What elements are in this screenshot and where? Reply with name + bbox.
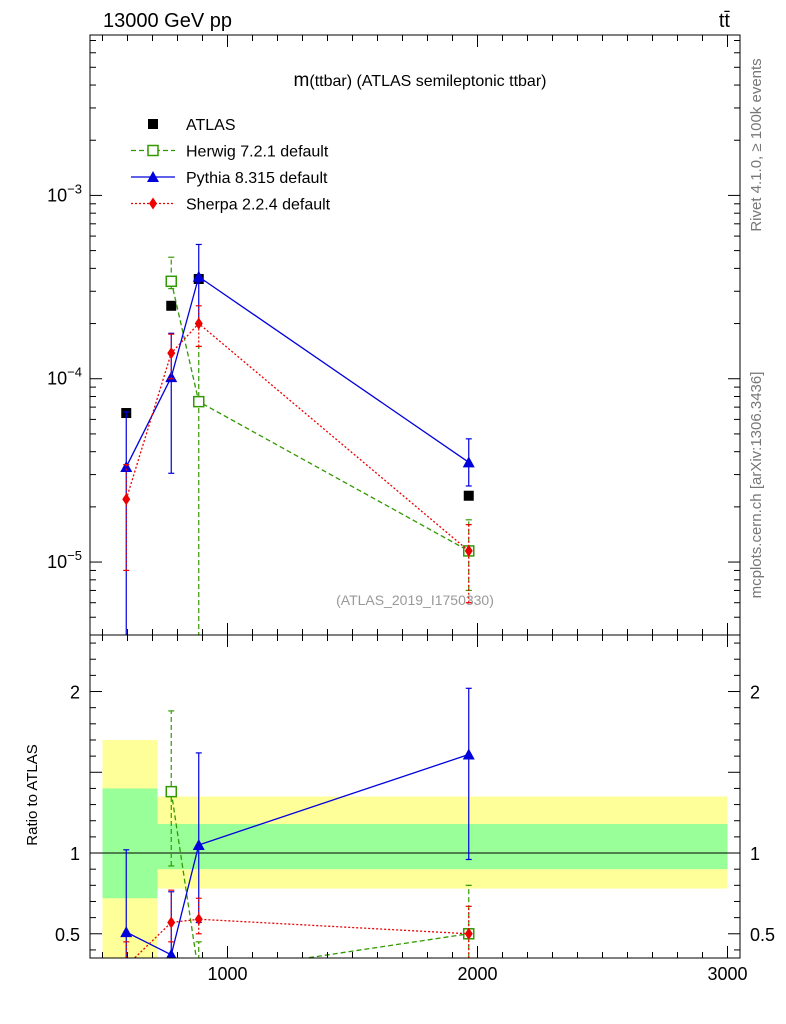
main-atlas-point <box>463 490 474 501</box>
main-herwig-line <box>170 281 470 552</box>
ratio-sherpa-point <box>167 916 176 929</box>
legend-marker <box>147 171 159 182</box>
source-label: mcplots.cern.ch [arXiv:1306.3436] <box>748 372 765 599</box>
main-y-tick-label: 10−3 <box>47 181 82 205</box>
main-series-atlas <box>121 273 474 501</box>
ratio-series-pythia <box>120 687 475 958</box>
header-collision: 13000 GeV pp <box>103 10 232 32</box>
main-series-body <box>165 256 475 635</box>
ratio-series-body <box>120 687 475 958</box>
main-series-sherpa <box>122 305 473 604</box>
main-panel-series <box>120 243 475 635</box>
ratio-sherpa-line <box>133 918 469 958</box>
main-pythia-line <box>125 275 470 468</box>
main-series-body <box>122 305 473 604</box>
legend-label: ATLAS <box>186 117 236 134</box>
ratio-pythia-point <box>462 748 475 760</box>
main-sherpa-point <box>167 347 176 360</box>
main-pythia-point <box>462 456 475 468</box>
main-pythia-point <box>120 460 133 472</box>
ratio-y-tick-label-right: 0.5 <box>750 925 775 945</box>
legend-entry: Pythia 8.315 default <box>131 170 328 187</box>
rivet-version-label: Rivet 4.1.0, ≥ 100k events <box>748 58 765 231</box>
ratio-panel-series <box>120 687 475 979</box>
main-atlas-point <box>166 300 177 311</box>
ratio-pythia-line <box>125 753 469 956</box>
legend-label: Pythia 8.315 default <box>186 170 328 187</box>
band-green <box>157 823 728 870</box>
main-herwig-point <box>165 275 177 288</box>
legend-marker <box>147 144 159 157</box>
ratio-y-tick-label: 0.5 <box>55 925 80 945</box>
main-sherpa-point <box>122 493 131 506</box>
ratio-y-tick-label-right: 2 <box>750 683 760 703</box>
main-y-tick-label: 10−4 <box>47 365 82 389</box>
legend-entry: Herwig 7.2.1 default <box>131 144 329 161</box>
ratio-pythia-point <box>166 948 177 958</box>
legend: ATLAS Herwig 7.2.1 default Pythia 8.315 de… <box>131 117 331 214</box>
ratio-y-tick-label-right: 1 <box>750 844 760 864</box>
main-series-body <box>121 273 474 501</box>
main-pythia-point <box>165 371 178 383</box>
main-pythia-point <box>192 270 205 282</box>
main-y-tick-label: 10−5 <box>47 548 82 572</box>
legend-entry: Sherpa 2.2.4 default <box>131 197 331 214</box>
ratio-y-axis-label: Ratio to ATLAS <box>24 744 41 845</box>
ratio-series-body <box>122 889 473 972</box>
x-tick-label: 2000 <box>457 964 497 984</box>
header-process: tt̄ <box>719 10 731 32</box>
chart-title: m(ttbar) (ATLAS semileptonic ttbar) <box>294 70 547 91</box>
ratio-uncertainty-bands <box>90 739 740 958</box>
ratio-pythia-point <box>192 838 205 850</box>
ratio-sherpa-point <box>464 927 473 940</box>
band-green <box>102 788 158 899</box>
legend-entry: ATLAS <box>148 117 236 134</box>
main-sherpa-line <box>125 322 470 552</box>
ratio-frame <box>89 634 741 959</box>
main-sherpa-point <box>464 544 473 557</box>
axes: 1000 2000 3000 10−5 10−4 10−3 0.5 0.5 1 1 2 2 <box>47 34 775 984</box>
main-herwig-point <box>193 395 205 408</box>
main-sherpa-point <box>194 317 203 330</box>
x-tick-label: 1000 <box>207 964 247 984</box>
analysis-watermark: (ATLAS_2019_I1750330) <box>336 592 494 608</box>
legend-marker <box>149 197 157 210</box>
ratio-y-tick-label: 2 <box>70 683 80 703</box>
legend-label: Sherpa 2.2.4 default <box>186 197 331 214</box>
ratio-pythia-point <box>120 926 133 938</box>
ratio-sherpa-point <box>194 913 203 926</box>
legend-marker <box>148 119 158 129</box>
ratio-herwig-point <box>165 785 177 798</box>
main-series-herwig <box>165 256 475 635</box>
legend-label: Herwig 7.2.1 default <box>186 144 329 161</box>
x-tick-label: 3000 <box>707 964 747 984</box>
ratio-y-tick-label: 1 <box>70 844 80 864</box>
ratio-herwig-point <box>194 969 204 979</box>
ratio-series-sherpa <box>122 889 473 972</box>
ratio-sherpa-point <box>122 960 130 972</box>
